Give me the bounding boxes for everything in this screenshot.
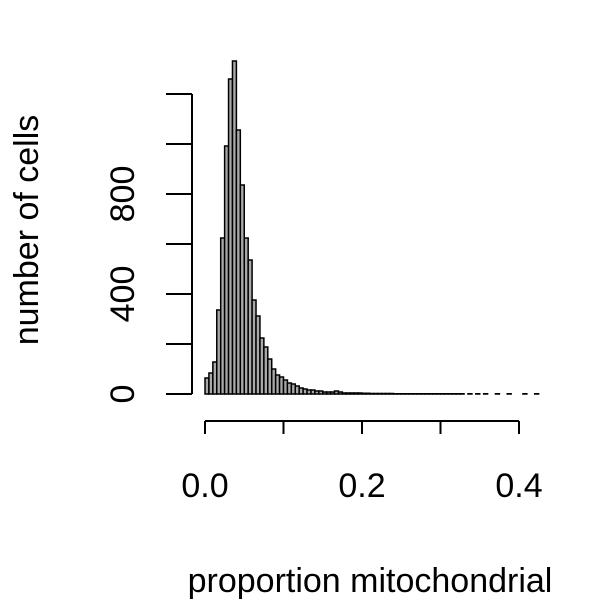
y-tick-label: 800 [104, 166, 142, 223]
y-axis-label: number of cells [8, 115, 46, 346]
bars-group [204, 60, 540, 395]
y-tick-label: 400 [104, 266, 142, 323]
x-tick-label: 0.2 [338, 467, 385, 505]
x-tick-label: 0.0 [181, 467, 228, 505]
x-axis-label: proportion mitochondrial [188, 562, 553, 600]
x-tick-label: 0.4 [495, 467, 542, 505]
y-tick-label: 0 [104, 385, 142, 404]
axes-group: 0 400 800 0.0 0.2 0.4 [104, 93, 543, 505]
